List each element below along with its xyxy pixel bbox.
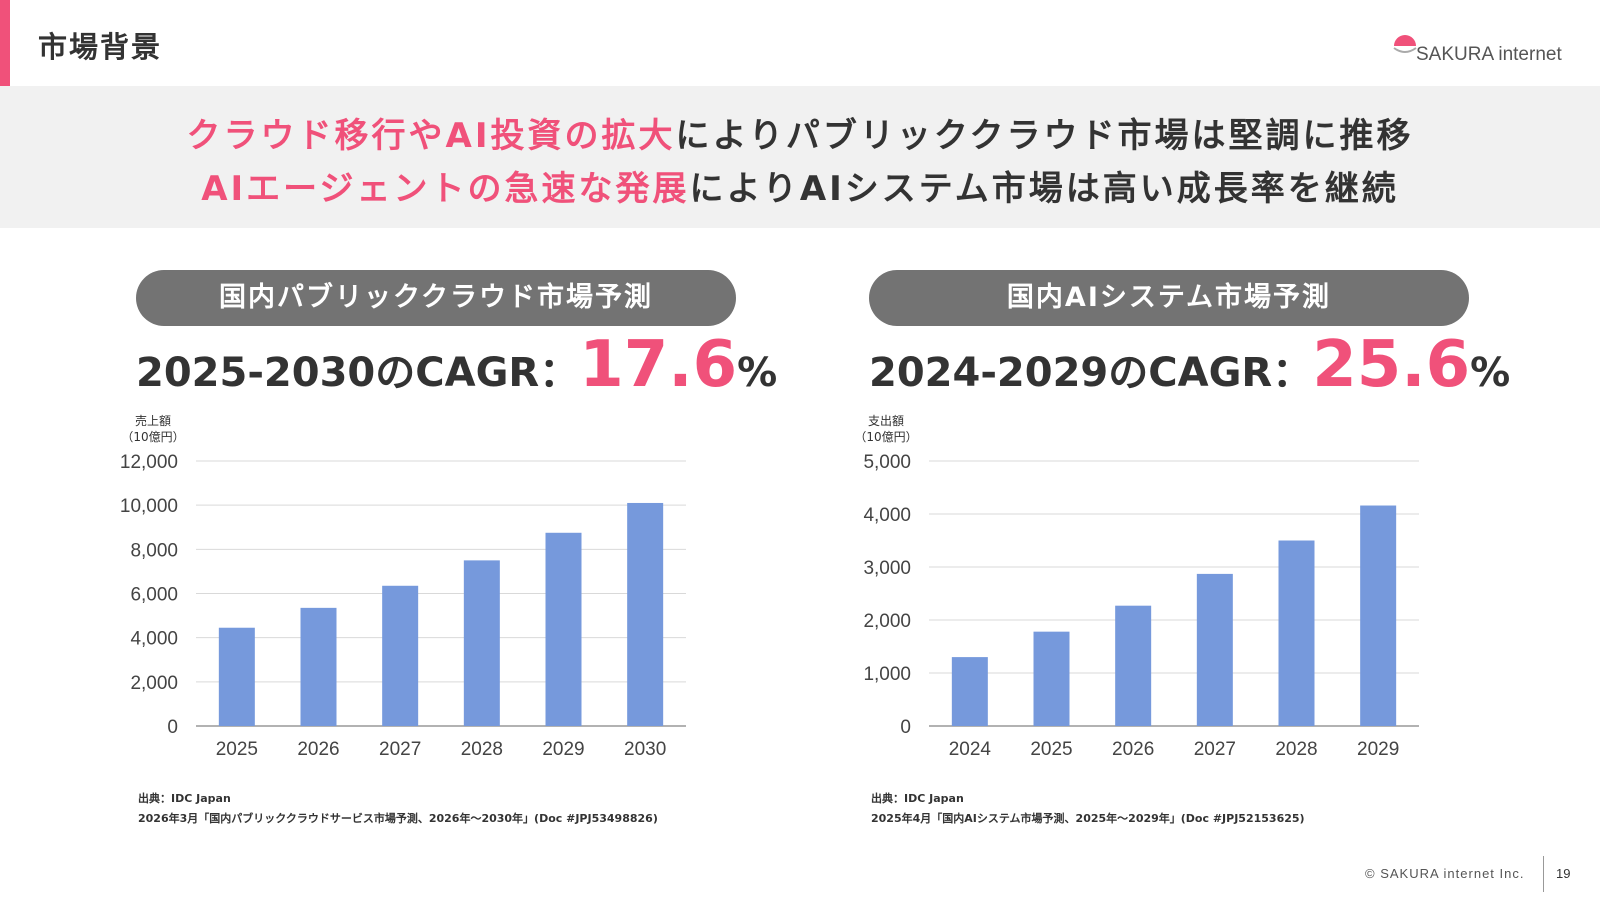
headline-1-rest: によりパブリッククラウド市場は堅調に推移: [675, 116, 1414, 156]
cloud-cagr-label: 2025-2030のCAGR：: [136, 350, 580, 396]
bar: [1033, 631, 1070, 726]
y-axis-unit: （10億円）: [854, 430, 917, 444]
x-tick-label: 2026: [297, 739, 339, 760]
y-tick-label: 2,000: [130, 673, 178, 694]
bar: [627, 502, 664, 726]
cloud-market-chart: 売上額 （10億円） 0 2,000 4,000 6,000 8,000 10,000 12,0…: [120, 413, 686, 760]
y-tick-label: 4,000: [863, 505, 911, 526]
y-tick-label: 3,000: [863, 558, 911, 579]
ai-cagr: 2024-2029のCAGR：25.6%: [869, 328, 1510, 402]
page-title: 市場背景: [38, 30, 163, 64]
ai-source-2: 2025年4月「国内AIシステム市場予測、2025年～2029年」(Doc #J…: [871, 812, 1305, 825]
y-tick-label: 2,000: [863, 611, 911, 632]
cloud-source-2: 2026年3月「国内パブリッククラウドサービス市場予測、2026年～2030年」…: [138, 812, 658, 825]
y-tick-label: 6,000: [130, 585, 178, 606]
cloud-cagr-unit: %: [737, 350, 778, 396]
x-tick-label: 2024: [949, 739, 992, 760]
y-tick-label: 4,000: [130, 629, 178, 650]
bar: [1115, 605, 1152, 726]
bar: [382, 585, 419, 726]
x-tick-label: 2025: [1030, 739, 1072, 760]
headline-1-highlight: クラウド移行やAI投資の拡大: [186, 116, 676, 156]
x-tick-label: 2030: [624, 739, 666, 760]
ai-cagr-label: 2024-2029のCAGR：: [869, 350, 1313, 396]
ai-market-pill: 国内AIシステム市場予測: [869, 270, 1469, 326]
bar: [218, 627, 255, 726]
y-axis-label: 売上額: [135, 413, 171, 428]
bar: [951, 657, 988, 726]
y-tick-label: 10,000: [120, 496, 178, 517]
ai-cagr-unit: %: [1470, 350, 1511, 396]
ai-cagr-value: 25.6: [1312, 328, 1471, 402]
x-tick-label: 2026: [1112, 739, 1154, 760]
bar: [1196, 573, 1233, 726]
title-accent-bar: [0, 0, 10, 86]
headline-line-2: AIエージェントの急速な発展によりAIシステム市場は高い成長率を継続: [0, 161, 1600, 210]
bar: [1360, 505, 1397, 726]
x-tick-label: 2028: [461, 739, 503, 760]
x-tick-label: 2027: [379, 739, 421, 760]
sakura-logo: SAKURA internet: [1392, 32, 1572, 72]
y-axis-label: 支出額: [868, 414, 904, 428]
cloud-market-pill: 国内パブリッククラウド市場予測: [136, 270, 736, 326]
bar: [545, 532, 582, 726]
footer-copyright: © SAKURA internet Inc.: [1365, 866, 1525, 881]
cloud-cagr: 2025-2030のCAGR：17.6%: [136, 328, 777, 402]
y-axis-unit: （10億円）: [121, 430, 184, 444]
page-number: 19: [1556, 866, 1571, 881]
y-tick-label: 0: [167, 717, 178, 738]
bar: [463, 560, 500, 726]
ai-market-chart: 支出額 （10億円） 0 1,000 2,000 3,000 4,000 5,000 2024 2…: [854, 414, 1419, 760]
headline-banner: クラウド移行やAI投資の拡大によりパブリッククラウド市場は堅調に推移 AIエージ…: [0, 86, 1600, 228]
ai-market-panel: 国内AIシステム市場予測 2024-2029のCAGR：25.6% 支出額 （10…: [854, 270, 1510, 850]
headline-2-highlight: AIエージェントの急速な発展: [201, 169, 690, 209]
x-tick-label: 2028: [1275, 739, 1317, 760]
y-tick-label: 5,000: [863, 452, 911, 473]
x-tick-label: 2027: [1194, 739, 1236, 760]
x-tick-label: 2029: [1357, 739, 1399, 760]
cloud-cagr-value: 17.6: [579, 328, 738, 402]
x-tick-label: 2029: [542, 739, 584, 760]
y-tick-label: 8,000: [130, 540, 178, 561]
bar: [1278, 540, 1315, 726]
sakura-logo-icon: [1393, 35, 1417, 53]
logo-text: SAKURA internet: [1416, 44, 1562, 65]
headline-line-1: クラウド移行やAI投資の拡大によりパブリッククラウド市場は堅調に推移: [0, 108, 1600, 157]
ai-source-1: 出典：IDC Japan: [871, 792, 964, 805]
y-tick-label: 1,000: [863, 664, 911, 685]
cloud-source-1: 出典：IDC Japan: [138, 792, 231, 805]
x-tick-label: 2025: [216, 739, 258, 760]
footer-divider: [1543, 856, 1544, 892]
y-tick-label: 12,000: [120, 452, 178, 473]
headline-2-rest: によりAIシステム市場は高い成長率を継続: [689, 169, 1399, 209]
cloud-market-panel: 国内パブリッククラウド市場予測 2025-2030のCAGR：17.6% 売上額…: [120, 270, 777, 850]
y-tick-label: 0: [900, 717, 911, 738]
bar: [300, 607, 337, 726]
